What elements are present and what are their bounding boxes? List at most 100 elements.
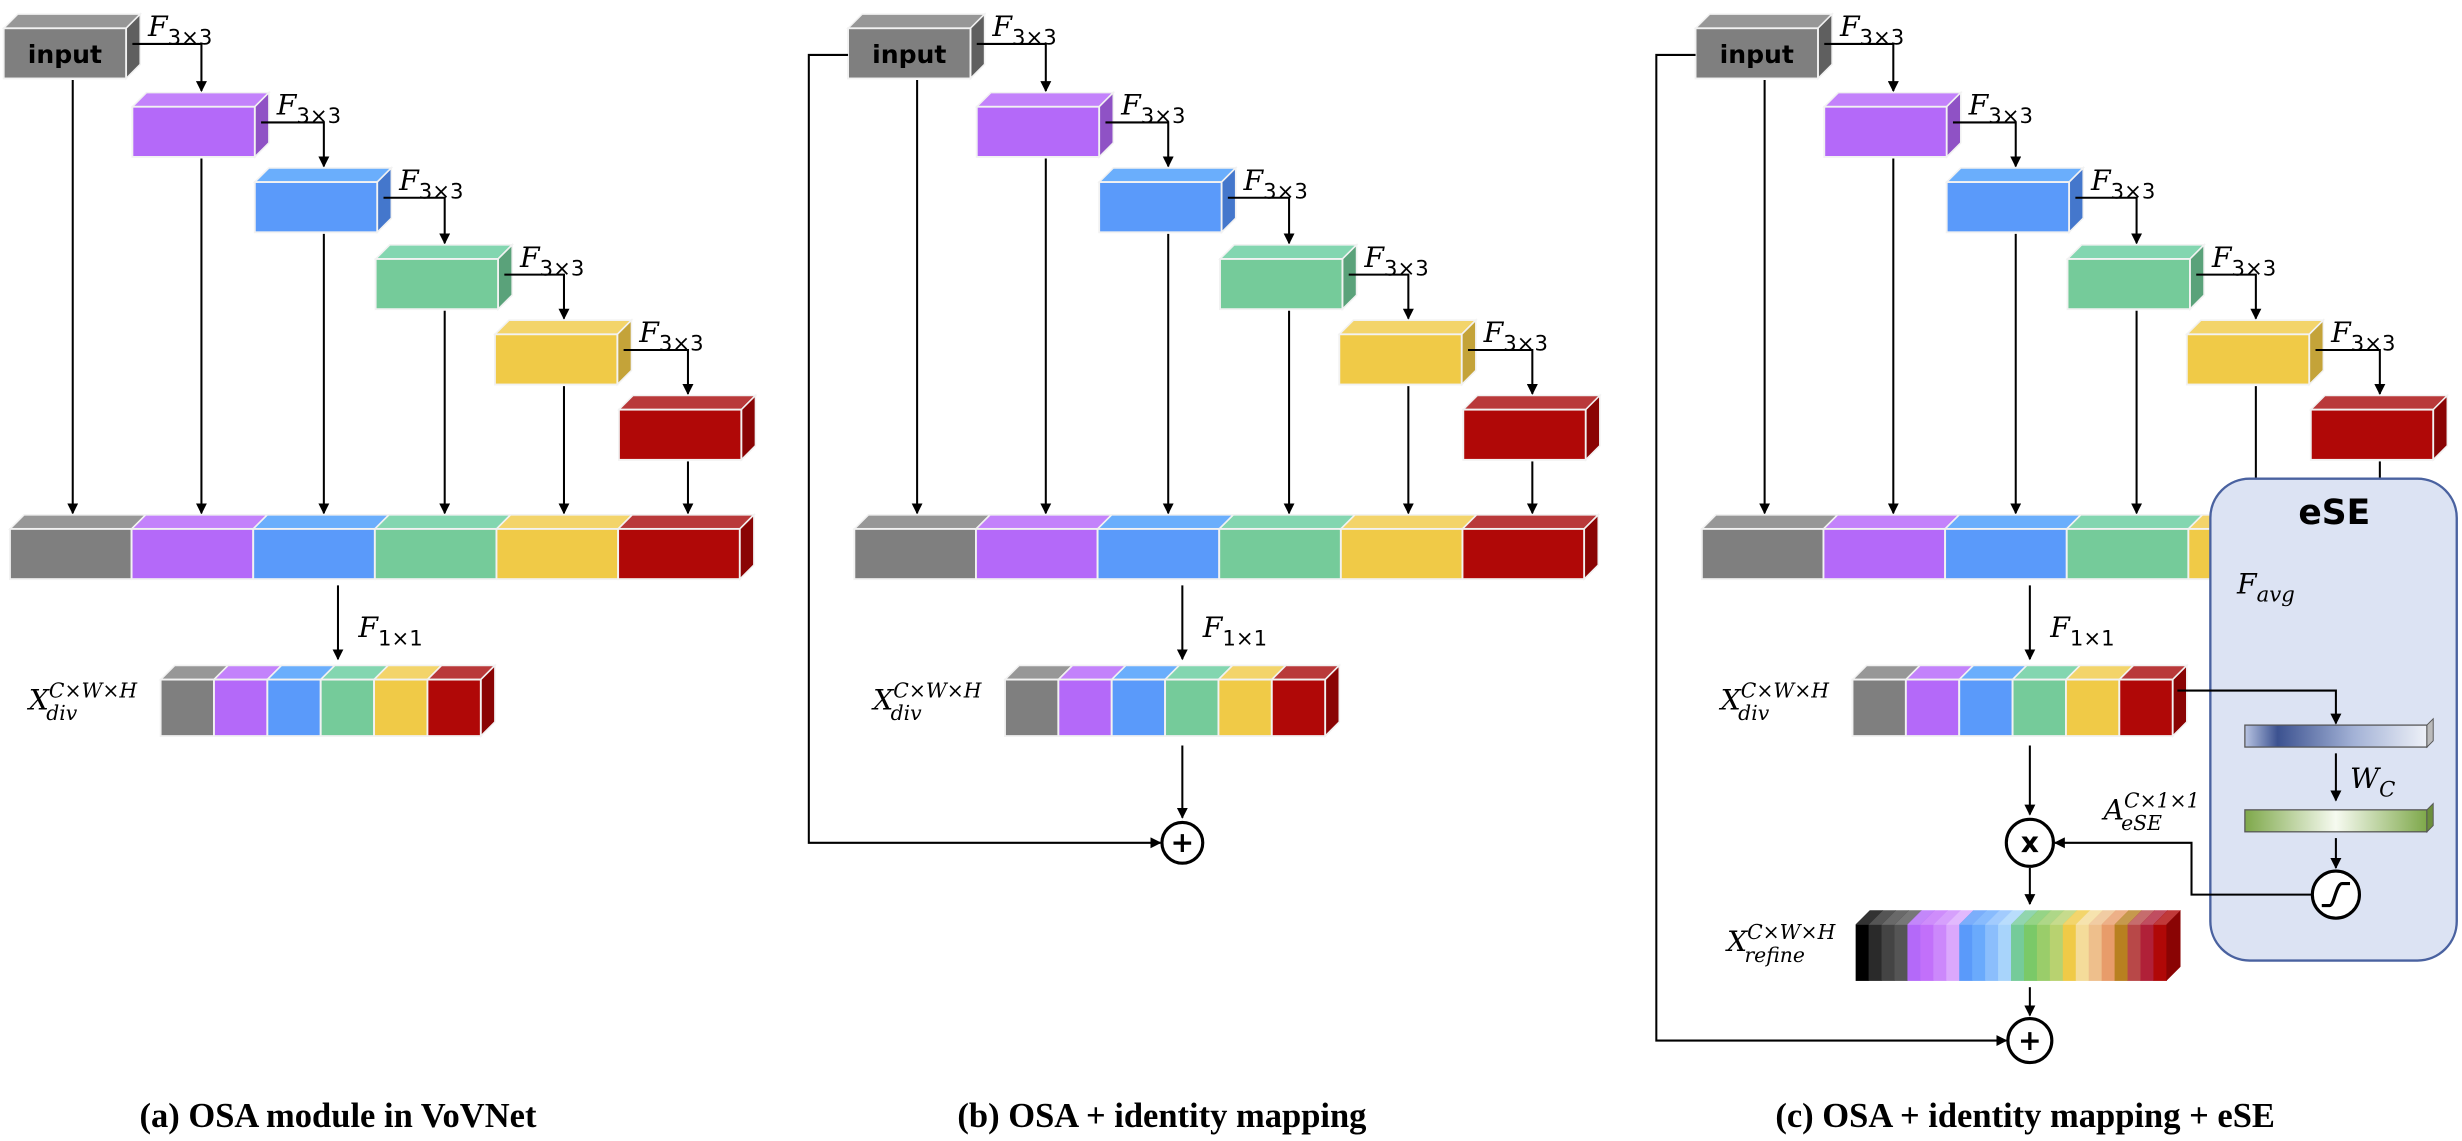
- front-face: [373, 678, 429, 738]
- refine-stripe-top: [1920, 910, 1948, 925]
- concat-segment-purple: [129, 513, 270, 581]
- front-face: [2309, 408, 2435, 461]
- sigmoid-icon: [2310, 869, 2362, 920]
- xdiv-segment-gray: [1003, 664, 1075, 738]
- refine-stripe-top: [1881, 910, 1910, 925]
- label-base: F: [1202, 611, 1224, 644]
- conv-block-4: [2184, 318, 2326, 387]
- label-sub: 3×3: [1384, 255, 1429, 280]
- top-face: [1822, 91, 1963, 108]
- refine-stripe-top: [2011, 910, 2039, 925]
- conv-block-1: [1822, 90, 1963, 159]
- panel-title-a: (a) OSA module in VoVNet: [139, 1097, 536, 1135]
- label-sub: refine: [1744, 943, 1804, 967]
- refine-stripe: [2101, 924, 2116, 981]
- concat-segment-purple: [974, 513, 1114, 581]
- concat-segment-green: [2064, 513, 2205, 581]
- front-face: [1945, 181, 2071, 234]
- conv-block-5: [2308, 393, 2450, 462]
- conv3x3-label: F3×3: [2211, 241, 2276, 280]
- concat-segment-gray: [1699, 513, 1840, 581]
- label-sub: 3×3: [1263, 178, 1308, 203]
- front-face: [1823, 105, 1948, 158]
- concat-segment-green: [372, 513, 513, 581]
- top-face: [846, 13, 987, 30]
- refine-stripe-top: [1868, 910, 1897, 925]
- top-face: [251, 513, 391, 530]
- refine-stripe: [2075, 924, 2090, 981]
- top-face: [373, 244, 515, 260]
- conv3x3-arrow: [2075, 196, 2143, 245]
- conv3x3-label: F3×3: [638, 316, 703, 355]
- label-sup: C×W×H: [893, 679, 983, 703]
- refine-stripe: [2036, 924, 2051, 981]
- label-base: W: [2350, 762, 2381, 795]
- conv1x1-label: F1×1: [357, 611, 422, 650]
- label-sub: 3×3: [168, 25, 213, 50]
- add-operator: +: [1160, 820, 1205, 865]
- front-face: [1219, 258, 1344, 311]
- label-base: F: [1483, 316, 1505, 349]
- top-face: [1217, 513, 1357, 530]
- front-face: [159, 678, 215, 738]
- refine-stripe-top: [1933, 910, 1961, 925]
- conv-block-2: [1944, 166, 2086, 235]
- top-face: [2065, 244, 2206, 260]
- operator-circle: [2006, 1017, 2054, 1065]
- label-sup: C×W×H: [1741, 679, 1831, 703]
- xdiv-segment-blue: [1109, 664, 1182, 738]
- conv3x3-arrow: [1105, 121, 1174, 168]
- concat-segment-purple: [1821, 513, 1962, 581]
- conv3x3-label: F3×3: [1243, 164, 1308, 203]
- top-face: [8, 513, 148, 530]
- refine-stripe: [1985, 924, 1999, 981]
- top-face: [1337, 319, 1478, 336]
- top-face: [1699, 513, 1840, 530]
- xdiv-label: XC×W×H div: [1719, 679, 1831, 726]
- front-face: [1461, 527, 1586, 581]
- refine-stripe-top: [2140, 910, 2169, 925]
- conv3x3-label: F3×3: [1839, 10, 1904, 49]
- top-face: [252, 167, 394, 183]
- conv3x3-label: F3×3: [398, 164, 463, 203]
- top-face: [372, 513, 513, 530]
- input-block: input: [1693, 12, 1834, 81]
- label-sub: 3×3: [419, 178, 464, 203]
- front-face: [1164, 678, 1220, 738]
- refine-stripe: [1894, 924, 1908, 981]
- conv1x1-label: F1×1: [1202, 611, 1267, 650]
- top-face: [1460, 513, 1601, 530]
- label-sub: 1×1: [378, 626, 423, 651]
- conv-block-3: [373, 242, 515, 312]
- refine-stripe: [2011, 924, 2025, 981]
- front-face: [130, 527, 255, 581]
- label-base: X: [1725, 925, 1749, 958]
- label-base: F: [1120, 89, 1142, 122]
- label-base: F: [519, 241, 541, 274]
- pooled-vector-side: [2426, 717, 2434, 749]
- front-face: [2066, 258, 2191, 311]
- refine-stripe-top: [1959, 910, 1987, 925]
- label-sub: 3×3: [1503, 331, 1548, 356]
- front-face: [1096, 527, 1221, 581]
- top-face: [1097, 167, 1238, 183]
- label-base: F: [991, 10, 1013, 43]
- identity-skip-line: [807, 53, 1162, 849]
- top-face: [493, 319, 634, 336]
- concat-segment-yellow: [1338, 513, 1479, 581]
- label-base: F: [638, 316, 660, 349]
- top-face: [2064, 513, 2205, 530]
- conv3x3-arrow: [1952, 121, 2022, 168]
- refine-stripe: [2127, 924, 2141, 981]
- refine-stripe: [1907, 924, 1921, 981]
- conv3x3-arrow: [1467, 348, 1538, 396]
- front-face: [1217, 678, 1273, 738]
- label-sub: 3×3: [2232, 255, 2277, 280]
- wc-label: WC: [2350, 762, 2395, 801]
- front-face: [495, 527, 620, 581]
- conv-block-3: [1218, 242, 1359, 312]
- label-sub: 3×3: [540, 255, 585, 280]
- conv3x3-label: F3×3: [276, 89, 341, 128]
- top-face: [852, 513, 992, 530]
